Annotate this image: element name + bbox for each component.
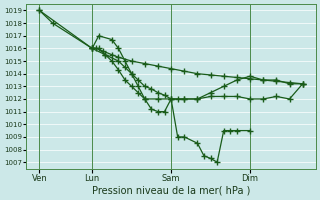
X-axis label: Pression niveau de la mer( hPa ): Pression niveau de la mer( hPa ) <box>92 186 250 196</box>
